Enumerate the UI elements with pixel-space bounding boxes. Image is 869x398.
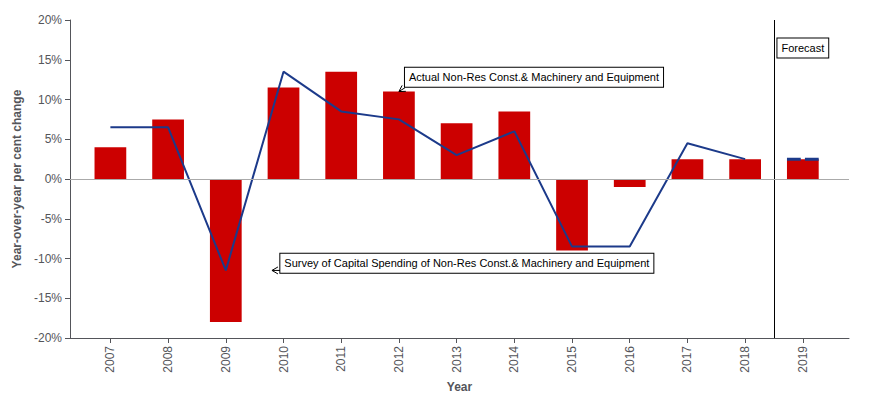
svg-text:0%: 0% (45, 172, 63, 186)
svg-text:Year: Year (447, 380, 473, 394)
svg-text:10%: 10% (38, 93, 62, 107)
svg-text:2015: 2015 (565, 346, 579, 373)
svg-text:2018: 2018 (738, 346, 752, 373)
svg-text:2017: 2017 (680, 346, 694, 373)
svg-text:Survey of Capital Spending of: Survey of Capital Spending of Non-Res Co… (284, 257, 649, 269)
svg-text:2007: 2007 (103, 346, 117, 373)
svg-text:2010: 2010 (277, 346, 291, 373)
svg-text:-15%: -15% (34, 291, 62, 305)
svg-text:Actual Non-Res Const.& Machine: Actual Non-Res Const.& Machinery and Equ… (409, 71, 659, 83)
svg-text:15%: 15% (38, 53, 62, 67)
svg-text:Forecast: Forecast (781, 42, 824, 54)
svg-text:Year-over-year per cent change: Year-over-year per cent change (10, 89, 24, 268)
svg-text:-10%: -10% (34, 252, 62, 266)
svg-text:2011: 2011 (334, 346, 348, 372)
svg-text:2012: 2012 (392, 346, 406, 373)
svg-text:2009: 2009 (219, 346, 233, 373)
svg-text:20%: 20% (38, 13, 62, 27)
svg-text:-20%: -20% (34, 331, 62, 345)
svg-text:2013: 2013 (450, 346, 464, 373)
svg-text:5%: 5% (45, 132, 63, 146)
svg-text:-5%: -5% (41, 212, 63, 226)
svg-text:2016: 2016 (623, 346, 637, 373)
svg-text:2008: 2008 (161, 346, 175, 373)
svg-text:2019: 2019 (796, 346, 810, 373)
svg-text:2014: 2014 (507, 346, 521, 373)
